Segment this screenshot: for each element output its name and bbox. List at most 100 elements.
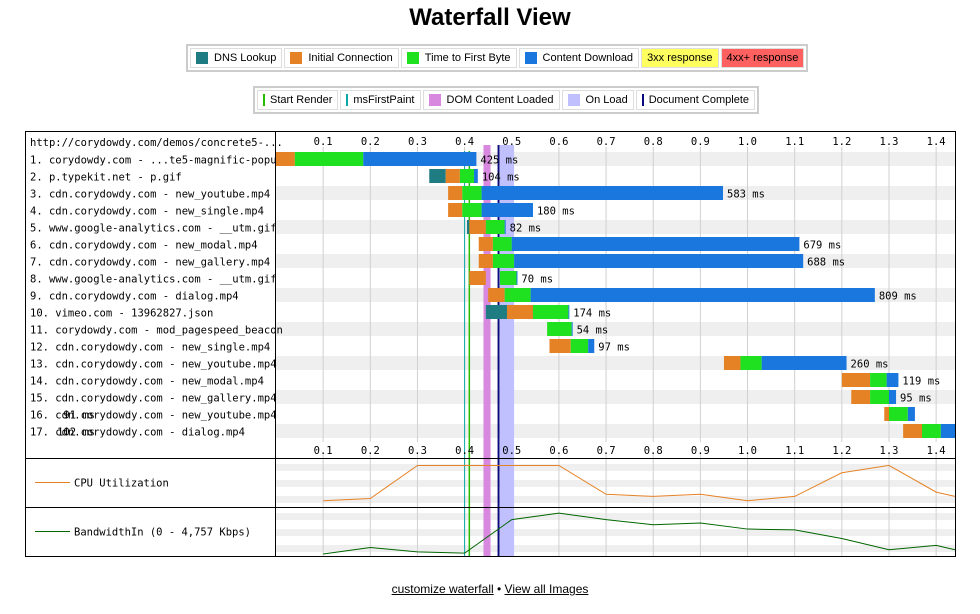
bar-connect — [478, 254, 493, 268]
legend-marker — [428, 94, 441, 106]
legend-swatch — [406, 52, 419, 64]
tick-label: 0.3 — [408, 136, 427, 148]
bar-download — [588, 339, 595, 353]
customize-waterfall-link[interactable]: customize waterfall — [391, 582, 494, 596]
panel-stripe — [276, 496, 955, 503]
tick-label: 0.5 — [502, 445, 521, 457]
bar-ttfb — [492, 237, 512, 251]
tick-label: 1.3 — [880, 136, 899, 148]
legend-swatch — [524, 52, 537, 64]
request-label: 3. cdn.corydowdy.com - new_youtube.mp4 — [30, 189, 270, 201]
bar-download — [504, 220, 506, 234]
bar-connect — [507, 305, 533, 319]
bandwidth-in-label: BandwidthIn (0 - 4,757 Kbps) — [74, 527, 251, 539]
tick-label: 1.3 — [880, 445, 899, 457]
row-stripe — [276, 390, 955, 404]
legend-marker — [567, 94, 580, 106]
bar-connect — [903, 424, 922, 438]
bar-download — [940, 424, 955, 438]
request-label: 9. cdn.corydowdy.com - dialog.mp4 — [30, 291, 239, 303]
bar-ttfb — [504, 288, 531, 302]
dom-content-loaded-band — [483, 145, 491, 556]
tick-label: 0.8 — [644, 445, 663, 457]
legend-item-time-to-first-byte: Time to First Byte — [400, 48, 517, 68]
bar-ttfb — [485, 220, 505, 234]
bar-download — [907, 407, 915, 421]
legend-item-document-complete: Document Complete — [635, 90, 755, 110]
tick-label: 0.7 — [597, 136, 616, 148]
request-label: 10. vimeo.com - 13962827.json — [30, 308, 213, 320]
tick-label: 1.2 — [832, 445, 851, 457]
tick-label: 0.1 — [314, 445, 333, 457]
bar-ttfb — [492, 254, 515, 268]
bar-connect — [851, 390, 871, 404]
tick-label: 0.9 — [691, 136, 710, 148]
bar-ttfb — [532, 305, 569, 319]
legend-marker — [263, 94, 265, 106]
footer-separator: • — [497, 582, 502, 596]
phase-legend: DNS Lookup Initial Connection Time to Firs… — [186, 44, 809, 72]
request-label: 11. corydowdy.com - mod_pagespeed_beacon — [30, 325, 283, 337]
duration-label: 54 ms — [577, 325, 609, 337]
bar-download — [363, 152, 477, 166]
tick-label: 0.4 — [455, 136, 474, 148]
duration-label: 95 ms — [900, 393, 932, 405]
bar-connect — [445, 169, 460, 183]
legend-swatch — [290, 52, 303, 64]
bar-connect — [276, 152, 295, 166]
bar-ttfb — [870, 373, 887, 387]
request-label: 14. cdn.corydowdy.com - new_modal.mp4 — [30, 376, 264, 388]
request-label: 13. cdn.corydowdy.com - new_youtube.mp4 — [30, 359, 277, 371]
duration-label: 260 ms — [851, 359, 889, 371]
tick-label: 0.7 — [597, 445, 616, 457]
legend-item-4xx-response: 4xx+ response — [720, 48, 805, 68]
bar-connect — [469, 271, 486, 285]
tick-label: 0.8 — [644, 136, 663, 148]
bar-ttfb — [547, 322, 572, 336]
bar-connect — [488, 288, 505, 302]
duration-label: 70 ms — [521, 274, 553, 286]
duration-label: 104 ms — [482, 172, 520, 184]
tick-label: 1.0 — [738, 445, 757, 457]
bar-ttfb — [459, 169, 475, 183]
request-label: 2. p.typekit.net - p.gif — [30, 172, 182, 184]
tick-label: 0.6 — [549, 136, 568, 148]
page-url-label: http://corydowdy.com/demos/concrete5-... — [30, 137, 283, 149]
legend-item-dom-content-loaded: DOM Content Loaded — [422, 90, 560, 110]
duration-label: 809 ms — [879, 291, 917, 303]
bar-download — [530, 288, 875, 302]
tick-label: 1.1 — [785, 445, 804, 457]
bar-ttfb — [570, 339, 589, 353]
duration-label: 174 ms — [573, 308, 611, 320]
panel-stripe — [276, 529, 955, 536]
bar-download — [481, 186, 724, 200]
tick-label: 1.4 — [927, 136, 946, 148]
legend-label: 4xx+ response — [726, 52, 799, 64]
request-label: 12. cdn.corydowdy.com - new_single.mp4 — [30, 342, 270, 354]
row-stripe — [276, 424, 955, 438]
legend-item-3xx-response: 3xx response — [641, 48, 719, 68]
legend-item-start-render: Start Render — [257, 90, 339, 110]
request-label: 17. cdn.corydowdy.com - dialog.mp4 — [30, 427, 245, 439]
duration-label: 102 ms — [57, 427, 95, 439]
tick-label: 0.1 — [314, 136, 333, 148]
legend-item-initial-connection: Initial Connection — [284, 48, 399, 68]
legend-label: On Load — [585, 94, 628, 106]
legend-label: DNS Lookup — [214, 52, 277, 64]
legend-marker — [346, 94, 349, 106]
panel-stripe — [276, 464, 955, 471]
tick-label: 0.2 — [361, 136, 380, 148]
duration-label: 97 ms — [598, 342, 630, 354]
legend-marker — [641, 94, 644, 106]
request-label: 8. www.google-analytics.com - __utm.gif — [30, 274, 277, 286]
legend-item-content-download: Content Download — [518, 48, 640, 68]
view-all-images-link[interactable]: View all Images — [504, 582, 589, 596]
legend-label: Content Download — [542, 52, 634, 64]
bar-connect — [448, 203, 463, 217]
request-label: 7. cdn.corydowdy.com - new_gallery.mp4 — [30, 257, 270, 269]
row-stripe — [276, 220, 955, 234]
bar-download — [511, 237, 800, 251]
legend-item-on-load: On Load — [561, 90, 634, 110]
duration-label: 583 ms — [727, 189, 765, 201]
